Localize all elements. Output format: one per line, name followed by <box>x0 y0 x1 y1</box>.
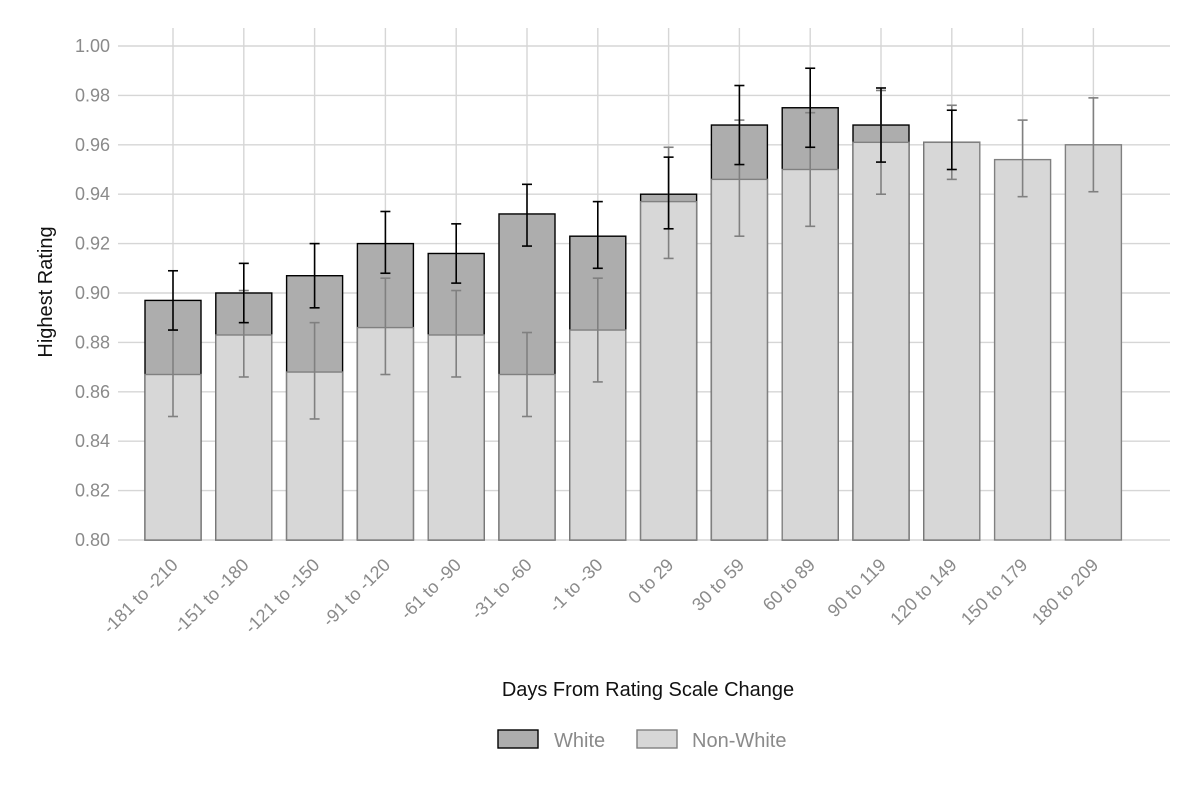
y-tick-label: 0.80 <box>75 530 110 550</box>
error-bars <box>168 67 1099 420</box>
legend-item-white: White <box>497 729 605 752</box>
x-tick-label: 30 to 59 <box>688 555 748 615</box>
non-white-bars <box>144 141 1123 541</box>
bar-non-white-10 <box>852 141 910 541</box>
bar-non-white-8 <box>710 178 769 541</box>
error-bar-non-white-4 <box>451 289 462 378</box>
legend-swatch <box>497 729 539 749</box>
y-tick-label: 0.92 <box>75 234 110 254</box>
y-axis-ticks: 0.80 0.82 0.84 0.86 0.88 0.90 0.92 0.94 0.96 0.98… <box>75 36 110 550</box>
x-tick-label: -151 to -180 <box>170 555 253 638</box>
x-axis-ticks: -181 to -210-151 to -180-121 to -150-91 … <box>99 555 1102 638</box>
x-tick-label: -31 to -60 <box>467 555 536 624</box>
bar-non-white-13 <box>1064 144 1123 541</box>
y-tick-label: 0.88 <box>75 332 110 352</box>
x-axis-title: Days From Rating Scale Change <box>502 679 794 701</box>
y-tick-label: 0.96 <box>75 135 110 155</box>
error-bar-white-1 <box>238 262 249 324</box>
error-bar-non-white-5 <box>522 331 532 418</box>
x-tick-label: 120 to 149 <box>886 555 960 629</box>
x-tick-label: 90 to 119 <box>824 555 890 621</box>
bar-non-white-12 <box>993 158 1052 541</box>
error-bar-non-white-2 <box>309 321 320 420</box>
error-bar-white-2 <box>309 242 320 309</box>
error-bar-white-7 <box>663 156 674 230</box>
error-bar-white-4 <box>451 223 462 284</box>
x-tick-label: -121 to -150 <box>241 555 324 638</box>
legend: White Non-White <box>497 729 786 752</box>
legend-label: Non-White <box>692 730 786 752</box>
x-tick-label: -61 to -90 <box>396 555 465 624</box>
x-tick-label: -1 to -30 <box>545 555 607 617</box>
y-tick-label: 0.90 <box>75 283 110 303</box>
error-bar-white-10 <box>876 87 886 163</box>
legend-item-non-white: Non-White <box>636 729 786 752</box>
bar-non-white-9 <box>781 168 839 541</box>
error-bar-white-6 <box>592 200 603 270</box>
x-tick-label: 0 to 29 <box>624 555 677 608</box>
error-bar-non-white-12 <box>1017 119 1028 198</box>
error-bar-white-3 <box>380 210 391 275</box>
error-bar-white-8 <box>734 84 745 166</box>
y-tick-label: 0.82 <box>75 481 110 501</box>
bar-non-white-5 <box>498 373 556 541</box>
error-bar-non-white-3 <box>380 277 391 376</box>
y-tick-label: 0.94 <box>75 184 110 204</box>
x-tick-label: -181 to -210 <box>99 555 182 638</box>
y-tick-label: 1.00 <box>75 36 110 56</box>
x-tick-label: 150 to 179 <box>957 555 1031 629</box>
y-tick-label: 0.98 <box>75 85 110 105</box>
x-tick-label: -91 to -120 <box>319 555 395 631</box>
error-bar-white-9 <box>805 67 816 149</box>
legend-label: White <box>554 730 605 752</box>
x-tick-label: 60 to 89 <box>759 555 819 615</box>
y-tick-label: 0.84 <box>75 431 110 451</box>
y-axis-title: Highest Rating <box>35 226 57 357</box>
error-bar-non-white-13 <box>1088 97 1099 193</box>
error-bar-non-white-6 <box>592 277 603 383</box>
bar-non-white-11 <box>923 141 981 541</box>
error-bar-white-0 <box>168 269 178 331</box>
error-bar-white-11 <box>946 109 957 171</box>
legend-swatch <box>636 729 678 749</box>
error-bar-white-5 <box>522 183 532 247</box>
x-tick-label: 180 to 209 <box>1028 555 1102 629</box>
y-tick-label: 0.86 <box>75 382 110 402</box>
